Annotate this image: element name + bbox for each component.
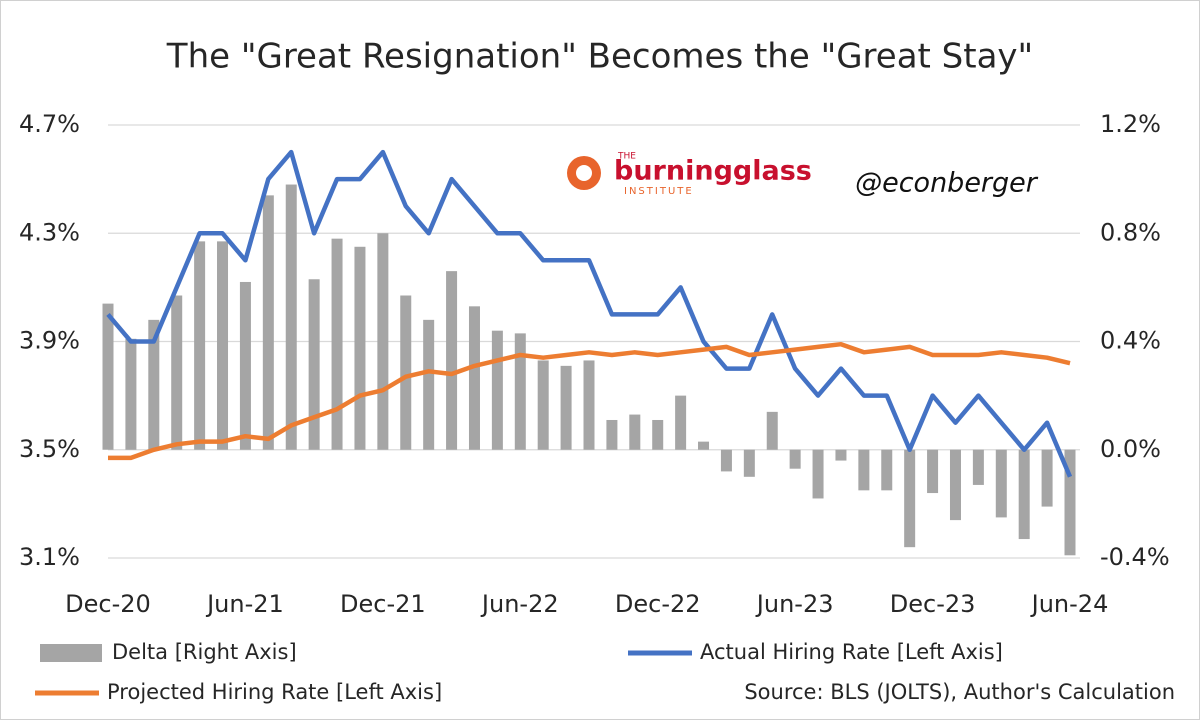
bar	[148, 319, 160, 450]
legend-swatch	[40, 644, 102, 662]
x-tick-label: Dec-22	[615, 590, 701, 618]
legend-label: Projected Hiring Rate [Left Axis]	[107, 680, 442, 704]
y-tick-label: 4.3%	[19, 218, 80, 246]
legend-label: Delta [Right Axis]	[112, 640, 297, 664]
y-tick-label: 4.7%	[19, 110, 80, 138]
bar	[766, 411, 778, 450]
bar	[560, 365, 572, 450]
chart-title: The "Great Resignation" Becomes the "Gre…	[166, 37, 1033, 77]
bar	[239, 281, 251, 450]
bar	[927, 449, 939, 494]
x-tick-label: Jun-21	[205, 590, 284, 618]
bar	[468, 306, 480, 450]
bar	[125, 338, 137, 450]
y2-tick-label: 1.2%	[1100, 110, 1161, 138]
y2-tick-label: -0.4%	[1100, 543, 1170, 571]
bar	[354, 246, 366, 450]
bar	[606, 419, 618, 450]
handle: @econberger	[855, 168, 1039, 199]
bar	[881, 449, 893, 491]
bar	[972, 449, 984, 485]
x-tick-label: Jun-23	[755, 590, 834, 618]
bar	[1018, 449, 1030, 540]
logo-suffix: INSTITUTE	[624, 186, 694, 197]
bar	[1064, 449, 1076, 556]
bar	[652, 419, 664, 450]
x-tick-label: Dec-20	[65, 590, 151, 618]
y-tick-label: 3.5%	[19, 435, 80, 463]
bar	[675, 395, 687, 450]
bar	[583, 360, 595, 450]
y-tick-label: 3.9%	[19, 327, 80, 355]
bar	[858, 449, 870, 491]
line	[106, 149, 1073, 478]
x-tick-label: Jun-24	[1030, 590, 1109, 618]
logo-prefix: THE	[617, 152, 636, 162]
source-note: Source: BLS (JOLTS), Author's Calculatio…	[744, 680, 1175, 704]
bar	[308, 279, 320, 450]
legend-label: Actual Hiring Rate [Left Axis]	[700, 640, 1003, 664]
bar	[217, 241, 229, 450]
bar	[1041, 449, 1053, 507]
bar	[377, 233, 389, 450]
bar	[904, 449, 916, 548]
bar	[102, 303, 114, 450]
logo-name: burningglass	[614, 156, 812, 187]
y2-tick-label: 0.0%	[1100, 435, 1161, 463]
bar	[995, 449, 1007, 518]
bar	[400, 295, 412, 450]
x-tick-label: Dec-23	[890, 590, 976, 618]
bar	[949, 449, 961, 521]
logo-icon-center	[576, 165, 592, 181]
bar	[194, 241, 206, 450]
bar	[262, 195, 274, 450]
y2-tick-label: 0.4%	[1100, 327, 1161, 355]
bar	[491, 330, 503, 450]
line	[108, 341, 1071, 461]
bar	[789, 449, 801, 469]
bar	[698, 441, 710, 450]
bar	[720, 449, 732, 472]
x-tick-label: Jun-22	[480, 590, 559, 618]
bar	[423, 319, 435, 450]
bar	[285, 184, 297, 450]
bar	[537, 360, 549, 450]
bar	[629, 414, 641, 450]
bar	[446, 271, 458, 450]
bar	[743, 449, 755, 477]
logo: THE burningglass INSTITUTE	[567, 152, 812, 197]
bar	[514, 333, 526, 450]
x-tick-label: Dec-21	[340, 590, 426, 618]
y2-tick-label: 0.8%	[1100, 218, 1161, 246]
bar	[171, 295, 183, 450]
bar	[835, 449, 847, 461]
bar	[331, 238, 343, 450]
y-tick-label: 3.1%	[19, 543, 80, 571]
bar	[812, 449, 824, 499]
